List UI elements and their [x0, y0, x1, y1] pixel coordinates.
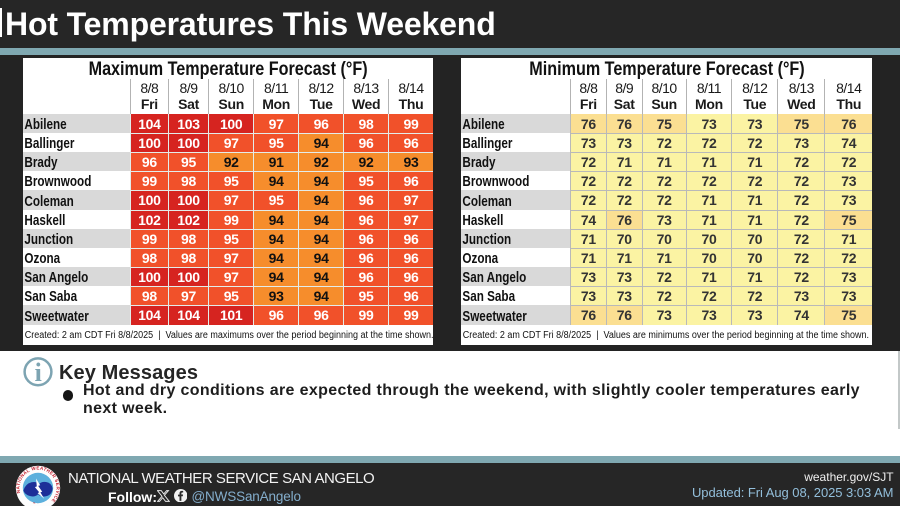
svg-text:i: i — [35, 358, 42, 387]
